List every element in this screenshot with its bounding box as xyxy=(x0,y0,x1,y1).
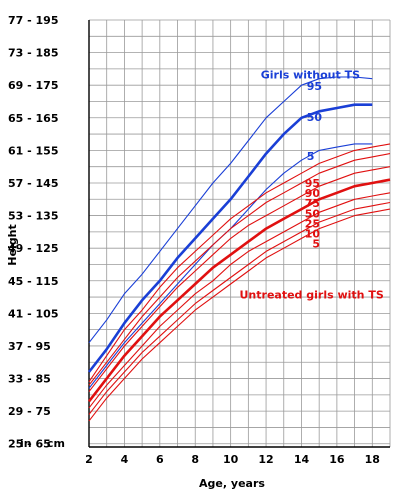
x-axis-title: Age, years xyxy=(199,477,265,490)
series-line-with-ts-25 xyxy=(88,192,391,409)
series-line-with-ts-75 xyxy=(88,166,391,392)
x-tick-label: 18 xyxy=(365,453,380,466)
grid xyxy=(88,19,391,447)
x-tick-label: 12 xyxy=(258,453,273,466)
series-line-with-ts-95 xyxy=(88,143,391,383)
x-tick-label: 16 xyxy=(329,453,345,466)
series-label-with-ts-25: 25 xyxy=(305,217,320,230)
x-tick-label: 14 xyxy=(294,453,310,466)
axes xyxy=(88,20,390,448)
y-tick-label: 77 - 195 xyxy=(8,14,59,27)
y-tick-label: 49 - 125 xyxy=(8,242,59,255)
x-tick-label: 8 xyxy=(191,453,199,466)
tick-labels: 2 4 6 8 10 12 14 16 18 25 - 65 29 - 75 33 - 85 37 - … xyxy=(8,14,380,466)
series-line-without-ts-95 xyxy=(88,76,373,344)
y-unit-label: in cm xyxy=(20,437,65,450)
group-label-with-ts: Untreated girls with TS xyxy=(240,289,384,302)
y-tick-label: 41 - 105 xyxy=(8,307,59,320)
y-tick-label: 29 - 75 xyxy=(8,405,51,418)
y-tick-label: 33 - 85 xyxy=(8,373,51,386)
y-tick-label: 57 - 145 xyxy=(8,177,59,190)
series-label-with-ts-10: 10 xyxy=(305,228,321,241)
y-tick-label: 65 - 165 xyxy=(8,112,59,125)
series-line-with-ts-90 xyxy=(88,153,391,386)
series-label-with-ts-50: 50 xyxy=(305,207,321,220)
series-label-without-ts-50: 50 xyxy=(307,111,323,124)
y-tick-label: 25 - 65 xyxy=(8,438,51,451)
series-label-without-ts-5: 5 xyxy=(307,150,315,163)
series-line-with-ts-10 xyxy=(88,201,391,415)
series-label-without-ts-95: 95 xyxy=(307,80,322,93)
group-label-without-ts: Girls without TS xyxy=(261,69,360,82)
x-tick-label: 4 xyxy=(121,453,129,466)
x-tick-label: 10 xyxy=(223,453,239,466)
y-tick-label: 73 - 185 xyxy=(8,47,59,60)
series-line-with-ts-50 xyxy=(87,178,391,403)
series-line-without-ts-50 xyxy=(87,103,373,373)
series-label-with-ts-75: 75 xyxy=(305,197,320,210)
y-axis-title: Height xyxy=(6,224,19,265)
y-tick-label: 61 - 155 xyxy=(8,144,59,157)
series-label-with-ts-95: 95 xyxy=(305,177,320,190)
y-tick-label: 69 - 175 xyxy=(8,79,59,92)
y-tick-label: 37 - 95 xyxy=(8,340,51,353)
series-line-with-ts-5 xyxy=(88,208,391,422)
x-tick-label: 2 xyxy=(85,453,93,466)
series-label-with-ts-90: 90 xyxy=(305,187,321,200)
x-tick-label: 6 xyxy=(156,453,164,466)
series-lines xyxy=(87,76,391,422)
y-tick-label: 53 - 135 xyxy=(8,210,59,223)
series-label-with-ts-5: 5 xyxy=(312,238,320,251)
y-tick-label: 45 - 115 xyxy=(8,275,59,288)
